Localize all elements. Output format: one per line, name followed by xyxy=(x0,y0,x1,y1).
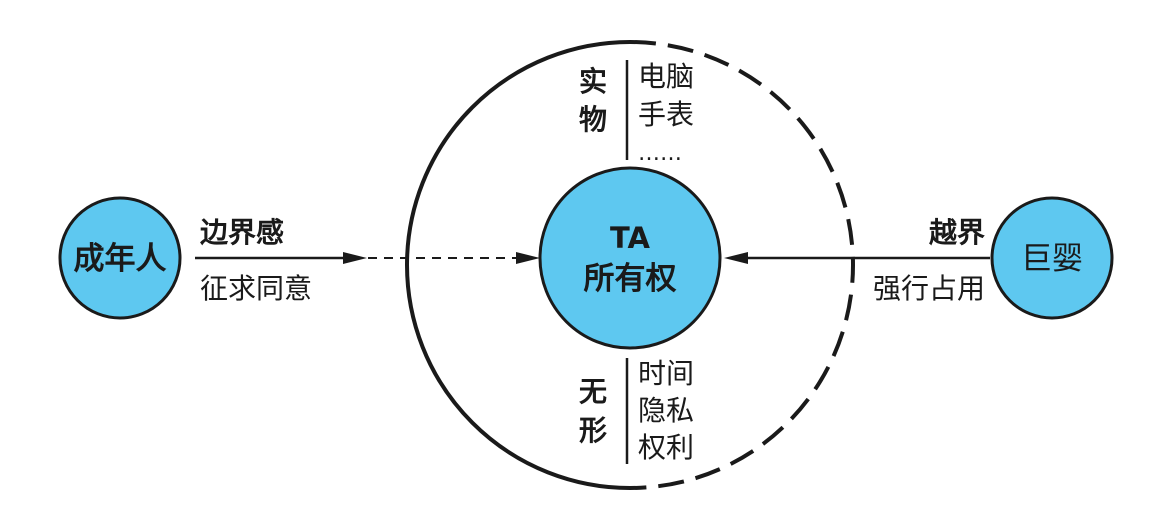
forcibly-occupy-label: 强行占用 xyxy=(873,272,985,305)
boundary-solid-arc xyxy=(405,40,631,490)
intangible-label-char-2: 形 xyxy=(579,414,607,447)
physical-label-char-2: 物 xyxy=(579,103,607,136)
intangible-item: 权利 xyxy=(638,431,694,464)
physical-item: 手表 xyxy=(638,98,694,131)
left-arrow-mid-head xyxy=(343,252,367,264)
physical-item-ellipsis: …… xyxy=(638,141,682,166)
physical-label-char-1: 实 xyxy=(579,65,607,98)
adult-node xyxy=(58,196,182,320)
ownership-label-line2: 所有权 xyxy=(584,261,677,297)
ownership-label-line1: TA xyxy=(610,221,651,255)
overstep-label: 越界 xyxy=(929,216,985,249)
boundary-dashed-arc xyxy=(629,40,855,490)
left-arrow-end-head xyxy=(516,252,540,264)
giant-baby-node xyxy=(990,196,1114,320)
physical-item: 电脑 xyxy=(638,60,694,93)
boundary-sense-label: 边界感 xyxy=(200,216,284,249)
giant-baby-node-label: 巨婴 xyxy=(1021,241,1083,277)
intangible-label-char-1: 无 xyxy=(579,375,607,408)
intangible-item: 隐私 xyxy=(638,394,694,427)
ownership-node xyxy=(538,166,722,350)
right-arrow-head xyxy=(724,252,748,264)
adult-node-label: 成年人 xyxy=(74,241,167,277)
intangible-item: 时间 xyxy=(638,357,694,390)
ask-consent-label: 征求同意 xyxy=(200,272,312,305)
